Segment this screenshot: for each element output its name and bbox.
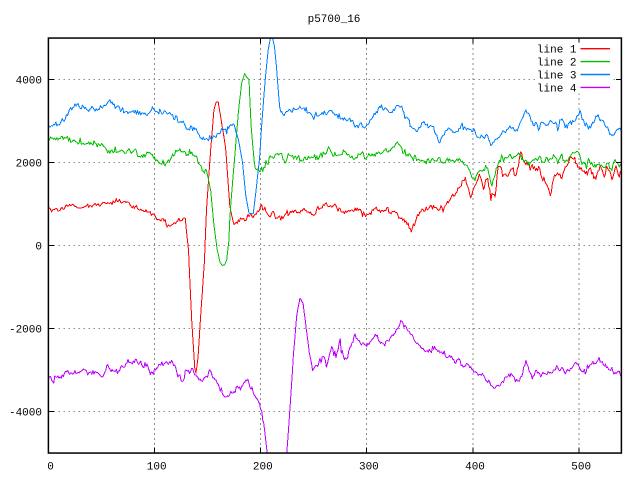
svg-text:4000: 4000 <box>16 76 42 88</box>
svg-text:-2000: -2000 <box>9 324 42 336</box>
svg-text:0: 0 <box>35 242 42 254</box>
svg-text:0: 0 <box>47 462 54 474</box>
svg-text:300: 300 <box>359 462 379 474</box>
svg-text:200: 200 <box>253 462 273 474</box>
svg-text:line 3: line 3 <box>537 70 577 82</box>
svg-text:line 4: line 4 <box>537 83 577 95</box>
svg-text:line 1: line 1 <box>537 45 577 57</box>
svg-text:line 2: line 2 <box>537 58 577 70</box>
svg-text:100: 100 <box>147 462 167 474</box>
svg-text:2000: 2000 <box>16 159 42 171</box>
svg-text:p5700_16: p5700_16 <box>308 14 361 26</box>
svg-text:-4000: -4000 <box>9 407 42 419</box>
svg-text:400: 400 <box>465 462 485 474</box>
svg-text:500: 500 <box>571 462 591 474</box>
